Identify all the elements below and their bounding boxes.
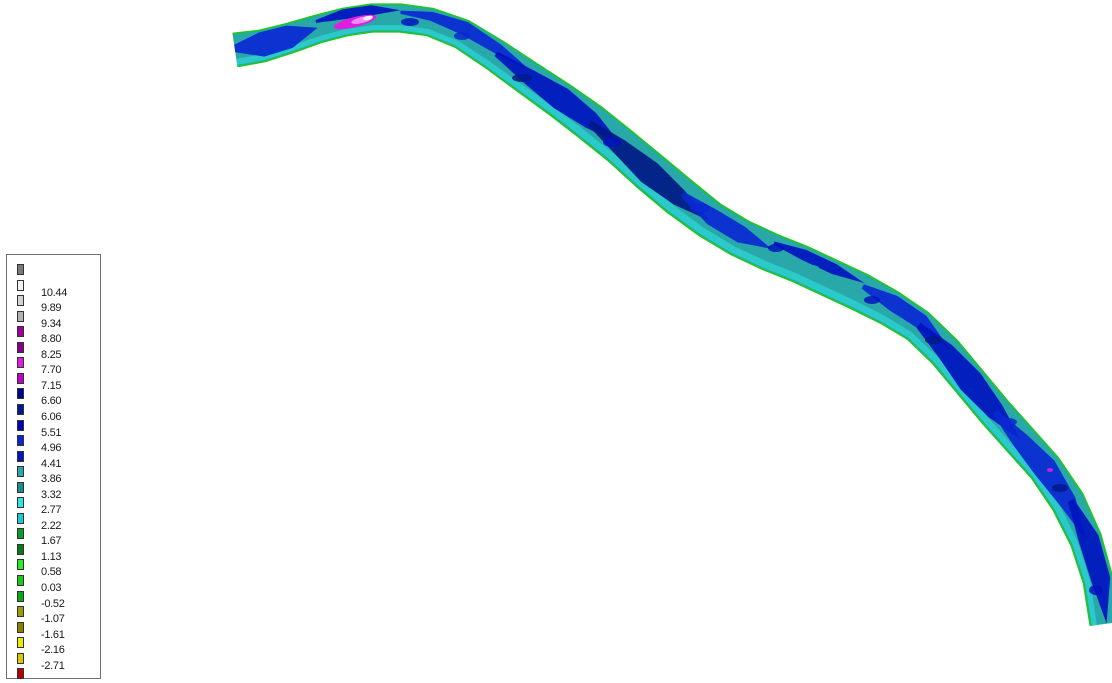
legend-label: 3.86 <box>41 473 62 486</box>
legend-label: 3.32 <box>41 488 62 501</box>
legend-label: 10.44 <box>41 286 68 299</box>
legend-label: 6.60 <box>41 395 62 408</box>
legend-swatch <box>17 621 24 633</box>
legend-swatch <box>17 652 24 664</box>
legend-swatch <box>17 403 24 415</box>
legend-label: 5.51 <box>41 426 62 439</box>
legend-label: 1.67 <box>41 535 62 548</box>
legend-swatch <box>17 326 24 338</box>
depth-legend: 10.44 9.89 9.34 8.80 8.25 7.70 7.15 6.60 6.06 5.5… <box>6 254 101 680</box>
legend-label: -1.07 <box>41 613 65 626</box>
legend-swatch <box>17 388 24 400</box>
legend-label: 1.13 <box>41 550 62 563</box>
legend-swatch <box>17 575 24 586</box>
legend-swatch <box>17 512 24 524</box>
legend-label: -2.16 <box>41 644 65 657</box>
legend-swatch <box>17 435 24 447</box>
legend-label: 9.34 <box>41 317 62 330</box>
legend-label: 6.06 <box>41 410 62 423</box>
legend-swatch <box>17 310 24 322</box>
legend-label: 4.41 <box>41 457 62 470</box>
legend-swatch <box>17 341 24 353</box>
legend-swatch <box>17 528 24 540</box>
legend-label: 0.58 <box>41 566 62 579</box>
legend-swatch <box>17 668 24 680</box>
legend-label: -1.61 <box>41 628 65 641</box>
legend-swatch <box>17 295 24 307</box>
legend-swatch <box>17 372 24 384</box>
legend-swatch <box>17 497 24 509</box>
legend-label: -0.52 <box>41 597 65 610</box>
legend-swatch <box>17 466 24 478</box>
legend-label: -2.71 <box>41 659 65 672</box>
legend-swatch <box>17 264 24 275</box>
legend-label: 2.22 <box>41 519 62 532</box>
legend-swatch <box>17 543 24 555</box>
legend-label: 0.03 <box>41 582 62 594</box>
legend-swatch <box>17 559 24 571</box>
legend-label: 7.70 <box>41 364 62 377</box>
river-depth-raster <box>232 3 1112 626</box>
legend-swatch <box>17 606 24 618</box>
legend-swatch <box>17 450 24 462</box>
legend-swatch <box>17 279 24 291</box>
legend-label: 4.96 <box>41 442 62 455</box>
legend-label: 8.25 <box>41 348 62 361</box>
legend-swatch <box>17 637 24 649</box>
legend-swatch <box>17 590 24 602</box>
legend-label: 8.80 <box>41 333 62 346</box>
legend-label: 9.89 <box>41 302 62 315</box>
legend-label: 2.77 <box>41 504 62 517</box>
legend-swatch <box>17 481 24 493</box>
legend-label: 7.15 <box>41 379 62 392</box>
legend-swatch <box>17 419 24 431</box>
legend-swatch <box>17 357 24 369</box>
